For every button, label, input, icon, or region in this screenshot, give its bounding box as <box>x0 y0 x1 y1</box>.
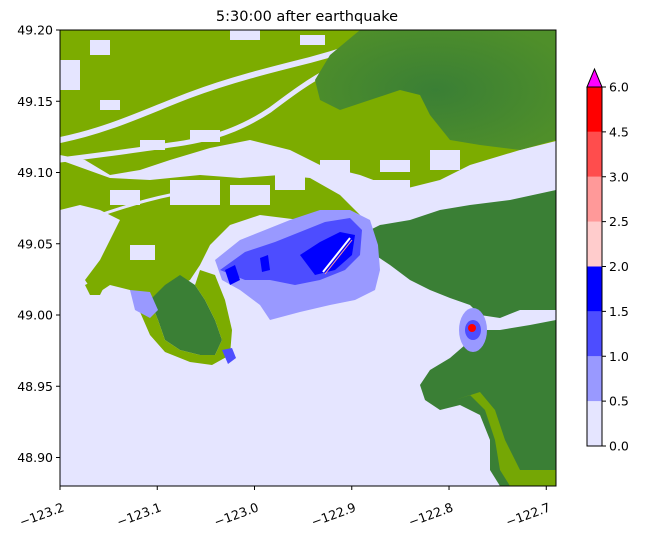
colorbar-segment <box>587 311 602 357</box>
inundation-east-spot-core <box>468 324 476 332</box>
colorbar-segment <box>587 221 602 267</box>
inundation-west-patch <box>130 290 158 318</box>
inundation-speckles <box>225 255 270 285</box>
inundation-small-bay <box>222 348 236 364</box>
y-tick-label: 49.20 <box>17 23 53 38</box>
lowland-point-roberts-fringe <box>130 270 232 365</box>
colorbar-segment <box>587 266 602 312</box>
chart-title: 5:30:00 after earthquake <box>216 9 398 25</box>
colorbar-tick-label: 0.0 <box>609 439 629 454</box>
colorbar-segment <box>587 176 602 222</box>
x-tick-label: −123.2 <box>17 500 66 530</box>
x-tick-label: −123.0 <box>212 500 261 530</box>
map-area <box>60 30 556 486</box>
urban-water-patches <box>60 30 550 260</box>
axes-frame <box>59 29 557 487</box>
colorbar-tick-label: 1.5 <box>609 304 629 319</box>
x-tick-label: −122.7 <box>504 500 553 530</box>
fraser-river-channel <box>99 188 201 217</box>
colorbar-tick-label: 4.5 <box>609 124 629 139</box>
y-tick-label: 48.95 <box>17 379 53 394</box>
inundation-1.5-2.0 <box>300 232 355 275</box>
y-tick-label: 49.05 <box>17 236 53 251</box>
colorbar-tick-label: 2.5 <box>609 214 629 229</box>
colorbar-tick-label: 0.5 <box>609 394 629 409</box>
x-tick-label: −122.8 <box>406 500 455 530</box>
upland-east <box>360 190 556 318</box>
y-axis: 49.20 49.15 49.10 49.05 49.00 48.95 48.90 <box>17 23 60 465</box>
x-tick-label: −122.9 <box>309 500 358 530</box>
y-tick-label: 49.15 <box>17 94 53 109</box>
colorbar-segment <box>587 87 602 132</box>
colorbar-segment <box>587 356 602 402</box>
y-tick-label: 49.00 <box>17 308 53 323</box>
lowland-spit <box>85 280 105 295</box>
colorbar-segment <box>587 131 602 177</box>
inundation-streak <box>322 237 351 273</box>
y-tick-label: 49.10 <box>17 165 53 180</box>
x-tick-label: −123.1 <box>115 500 164 530</box>
colorbar-tick-label: 3.0 <box>609 169 629 184</box>
upland-point-roberts <box>150 275 222 355</box>
colorbar-segment <box>587 401 602 446</box>
fraser-river-main-arm <box>60 67 332 163</box>
colorbar: 0.0 0.5 1.0 1.5 2.0 2.5 3.0 4.5 6.0 <box>586 67 629 454</box>
colorbar-tick-label: 1.0 <box>609 349 629 364</box>
lowland-southeast-fringe <box>455 392 556 486</box>
y-tick-label: 48.90 <box>17 450 53 465</box>
colorbar-tick-label: 2.0 <box>609 259 629 274</box>
x-axis: −123.2 −123.1 −123.0 −122.9 −122.8 −122.7 <box>17 486 552 529</box>
inundation-streak-edge <box>324 239 353 275</box>
upland-north <box>315 30 556 150</box>
colorbar-extend-arrow <box>586 67 603 88</box>
colorbar-tick-label: 6.0 <box>609 80 629 95</box>
